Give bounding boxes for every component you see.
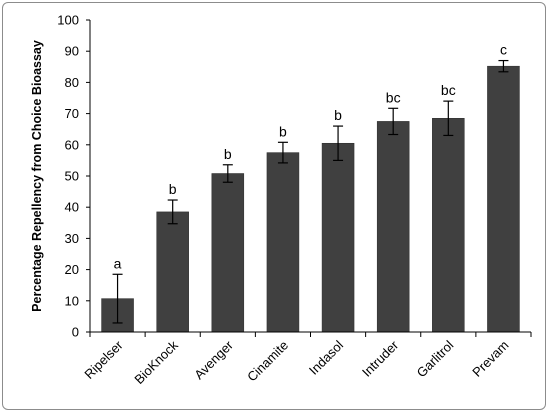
significance-label: c <box>500 42 507 58</box>
y-axis-title: Percentage Repellency from Choice Bioass… <box>30 40 44 312</box>
y-tick-label: 40 <box>65 200 79 215</box>
x-tick-label: Intruder <box>359 337 402 380</box>
significance-label: b <box>279 123 287 139</box>
bar-indasol <box>321 142 355 333</box>
y-tick-label: 70 <box>65 106 79 121</box>
bar-chart: Percentage Repellency from Choice Bioass… <box>30 13 532 387</box>
y-tick-label: 30 <box>65 231 79 246</box>
significance-label: b <box>169 181 177 197</box>
bar-cinamite <box>266 152 300 333</box>
y-tick-label: 10 <box>65 293 79 308</box>
bar-avenger <box>211 173 245 333</box>
significance-label: bc <box>386 89 401 105</box>
y-tick-label: 90 <box>65 44 79 59</box>
x-tick-label: Ripelser <box>81 337 126 382</box>
y-tick-label: 20 <box>65 262 79 277</box>
y-tick-label: 60 <box>65 137 79 152</box>
x-axis: Ripelser BioKnock Avenger Cinamite Indasol In… <box>81 331 532 387</box>
x-tick-label: BioKnock <box>131 337 181 387</box>
significance-label: b <box>334 107 342 123</box>
bar-intruder <box>376 121 410 333</box>
bars <box>101 65 520 333</box>
x-tick-label: Garlitrol <box>414 337 457 380</box>
y-tick-label: 100 <box>57 13 79 28</box>
x-tick-label: Avenger <box>191 337 236 382</box>
significance-labels: a b b b b bc bc c <box>114 42 507 272</box>
chart-frame: Percentage Repellency from Choice Bioass… <box>2 2 546 410</box>
y-tick-label: 0 <box>72 325 79 340</box>
y-tick-label: 50 <box>65 169 79 184</box>
bar-bioknock <box>156 211 189 333</box>
significance-label: a <box>114 255 122 271</box>
x-tick-label: Prevam <box>469 338 511 380</box>
y-tick-label: 80 <box>65 75 79 90</box>
y-axis: 0 10 20 30 40 50 60 70 80 90 100 <box>57 13 91 340</box>
bar-prevam <box>487 65 520 333</box>
x-tick-label: Cinamite <box>244 338 291 385</box>
bar-garlitrol <box>432 118 465 333</box>
significance-label: bc <box>441 82 456 98</box>
significance-label: b <box>224 146 232 162</box>
x-tick-label: Indasol <box>306 337 346 377</box>
error-bars <box>112 59 509 324</box>
